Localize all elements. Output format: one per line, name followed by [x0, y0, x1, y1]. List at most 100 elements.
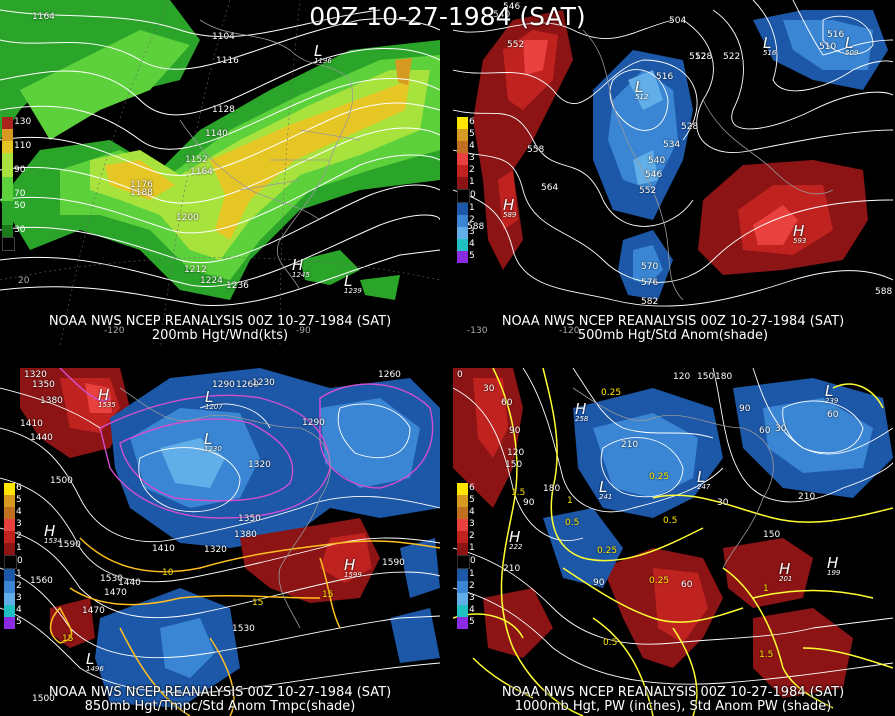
contour-label: 150	[505, 460, 523, 470]
contour-label: 210	[798, 492, 816, 502]
contour-label: 1236	[226, 281, 249, 291]
legend-label: 130	[14, 117, 32, 127]
legend-label: 1	[16, 569, 22, 579]
contour-label: 510	[819, 42, 837, 52]
panel-subtitle: 200mb Hgt/Wnd(kts)	[151, 328, 289, 343]
height-contours	[453, 368, 893, 685]
contour-label: 1176	[130, 180, 153, 190]
panel-850mb-map	[0, 368, 440, 716]
pw-label: 0.25	[601, 388, 622, 398]
low-symbol: L	[845, 34, 854, 52]
legend-label: 2	[16, 531, 22, 541]
pw-label: 1.5	[759, 650, 774, 660]
legend-label: 2	[16, 581, 22, 591]
low-center: L 1239	[344, 272, 362, 295]
contour-label: 1188	[130, 188, 153, 198]
contour-label: 1164	[190, 167, 213, 177]
panel-850mb: 6 5 4 3 2 1 0 1 2 3 4 5 1320 1350 1380 1…	[0, 368, 440, 716]
low-center: L 1207	[205, 388, 223, 411]
legend-label: 4	[469, 239, 475, 249]
contour-label: 30	[775, 424, 787, 434]
legend-label: 90	[14, 165, 26, 175]
contour-label: 150	[697, 372, 715, 382]
high-value: 593	[793, 237, 807, 245]
pw-label: 0.25	[597, 546, 618, 556]
temp-label: 15	[62, 634, 74, 644]
legend-label: 4	[469, 605, 475, 615]
legend-label: 3	[469, 593, 475, 603]
contour-label: 512	[689, 52, 707, 62]
contour-label: 1260	[378, 370, 401, 380]
contour-label: 90	[593, 578, 605, 588]
pw-label: 0.5	[663, 516, 678, 526]
low-value: 512	[635, 93, 649, 101]
panel-caption: NOAA NWS NCEP REANALYSIS 00Z 10-27-1984 …	[501, 314, 845, 329]
contour-label: 1320	[204, 545, 227, 555]
contour-label: 90	[523, 498, 535, 508]
contour-label: 540	[493, 10, 511, 20]
high-symbol: H	[793, 222, 805, 240]
anom-pos-gulf2	[653, 568, 708, 643]
panel-subtitle: 500mb Hgt/Std Anom(shade)	[577, 328, 769, 343]
wind-legend: 130 110 90 70 50 30	[2, 117, 31, 251]
contour-label: 1290	[302, 418, 325, 428]
high-center: H 199	[827, 554, 840, 577]
contour-label: 1440	[118, 578, 141, 588]
low-symbol: L	[205, 388, 214, 406]
coastlines	[572, 387, 774, 569]
contour-label: 1320	[248, 460, 271, 470]
legend-label: 5	[469, 129, 475, 139]
panel-caption: NOAA NWS NCEP REANALYSIS 00Z 10-27-1984 …	[501, 685, 845, 700]
legend-label: 1	[469, 177, 475, 187]
pw-label: 0.25	[649, 576, 670, 586]
anom-pos3	[523, 40, 548, 75]
contour-label: 1320	[24, 370, 47, 380]
contour-label: 1350	[32, 380, 55, 390]
main-title: 00Z 10-27-1984 (SAT)	[309, 2, 586, 31]
pw-label: 0.5	[603, 638, 618, 648]
low-value: 1196	[314, 57, 332, 65]
high-center: H 222	[509, 528, 522, 551]
contour-label: 558	[527, 145, 545, 155]
anom-pos-se2	[320, 533, 372, 583]
contour-label: 90	[739, 404, 751, 414]
contour-label: 1230	[252, 378, 275, 388]
legend-label: 1	[469, 203, 475, 213]
contour-label: 1470	[82, 606, 105, 616]
panel-500mb: 6 5 4 3 2 1 0 1 2 3 4 5 546 540 552 558 …	[453, 0, 893, 345]
temp-label: 10	[162, 568, 174, 578]
contour-label: 504	[669, 16, 687, 26]
anom-neg-main2	[593, 413, 698, 498]
contour-label: 30	[483, 384, 495, 394]
panel-subtitle: 850mb Hgt/Tmpc/Std Anom Tmpc(shade)	[84, 699, 356, 714]
low-center: L 1230	[204, 430, 222, 453]
contour-label: 546	[645, 170, 663, 180]
graticule	[0, 0, 440, 345]
panel-200mb-map	[0, 0, 440, 345]
contour-label: 120	[673, 372, 691, 382]
contour-label: 1500	[50, 476, 73, 486]
coastlines	[582, 29, 834, 301]
anom-neg-e	[390, 538, 440, 663]
contour-label: 564	[541, 183, 559, 193]
contour-label: 1224	[200, 276, 223, 286]
contour-label: 516	[827, 30, 845, 40]
contour-label: 1410	[20, 419, 43, 429]
low-value: 1230	[204, 445, 222, 453]
anom-neg-sw	[483, 588, 553, 658]
contour-label: 1380	[40, 396, 63, 406]
coastlines	[179, 19, 361, 291]
contour-label: 552	[507, 40, 525, 50]
legend-label: 4	[469, 507, 475, 517]
high-value: 258	[575, 415, 589, 423]
anom-legend: 6 5 4 3 2 1 0 1 2 3 4 5	[4, 483, 23, 629]
legend-label: 3	[469, 227, 475, 237]
panel-500mb-map	[453, 0, 893, 345]
legend-label: 2	[469, 165, 475, 175]
contour-label: 1260	[236, 380, 259, 390]
contour-label: 1590	[58, 540, 81, 550]
high-symbol: H	[503, 196, 515, 214]
contour-label: 180	[543, 484, 561, 494]
anom-pos-nw2	[473, 378, 508, 458]
